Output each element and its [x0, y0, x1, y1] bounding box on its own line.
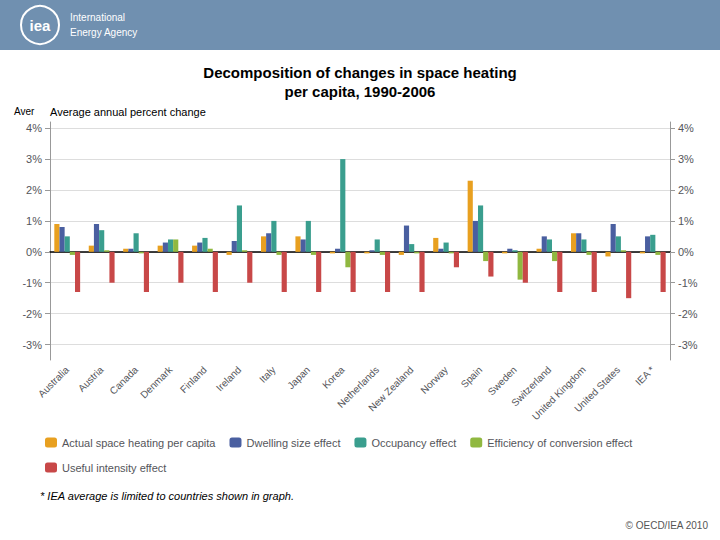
- svg-text:United States: United States: [572, 364, 622, 414]
- svg-text:Dwelling size effect: Dwelling size effect: [246, 437, 340, 449]
- svg-text:-3%: -3%: [22, 339, 42, 351]
- svg-text:Sweden: Sweden: [486, 364, 519, 397]
- svg-text:per capita, 1990-2006: per capita, 1990-2006: [285, 83, 436, 100]
- svg-text:International: International: [70, 12, 125, 23]
- svg-text:Norway: Norway: [418, 364, 450, 396]
- svg-text:3%: 3%: [678, 153, 694, 165]
- svg-text:Italy: Italy: [257, 364, 278, 385]
- svg-text:Japan: Japan: [285, 364, 312, 391]
- svg-text:Ireland: Ireland: [214, 364, 243, 393]
- svg-text:-1%: -1%: [678, 277, 698, 289]
- svg-text:4%: 4%: [678, 122, 694, 134]
- svg-text:-2%: -2%: [22, 308, 42, 320]
- svg-text:2%: 2%: [26, 184, 42, 196]
- svg-text:iea: iea: [30, 17, 52, 34]
- svg-text:-3%: -3%: [678, 339, 698, 351]
- svg-text:0%: 0%: [678, 246, 694, 258]
- svg-text:Austria: Austria: [76, 364, 106, 394]
- svg-text:2%: 2%: [678, 184, 694, 196]
- svg-text:-1%: -1%: [22, 277, 42, 289]
- svg-text:Korea: Korea: [320, 364, 347, 391]
- svg-text:IEA *: IEA *: [633, 364, 657, 388]
- svg-text:Netherlands: Netherlands: [335, 364, 382, 410]
- svg-text:Occupancy effect: Occupancy effect: [371, 437, 456, 449]
- svg-text:Switzerland: Switzerland: [509, 364, 554, 409]
- svg-text:* IEA average is limited to co: * IEA average is limited to countries sh…: [40, 490, 294, 502]
- svg-text:0%: 0%: [26, 246, 42, 258]
- svg-text:Denmark: Denmark: [138, 364, 174, 400]
- svg-text:Average annual percent change: Average annual percent change: [50, 106, 206, 118]
- svg-text:Decomposition of changes in sp: Decomposition of changes in space heatin…: [203, 64, 516, 81]
- svg-text:Efficiency of conversion effec: Efficiency of conversion effect: [487, 437, 632, 449]
- svg-text:Aver: Aver: [14, 106, 35, 117]
- svg-text:4%: 4%: [26, 122, 42, 134]
- svg-text:1%: 1%: [26, 215, 42, 227]
- svg-text:© OECD/IEA 2010: © OECD/IEA 2010: [626, 520, 709, 531]
- svg-text:Actual space heating per capit: Actual space heating per capita: [62, 437, 216, 449]
- svg-text:Useful intensity effect: Useful intensity effect: [62, 462, 166, 474]
- svg-text:3%: 3%: [26, 153, 42, 165]
- svg-text:Finland: Finland: [178, 364, 209, 395]
- svg-text:United Kingdom: United Kingdom: [529, 364, 588, 423]
- svg-text:1%: 1%: [678, 215, 694, 227]
- svg-text:-2%: -2%: [678, 308, 698, 320]
- svg-text:Energy Agency: Energy Agency: [70, 27, 137, 38]
- svg-text:New Zealand: New Zealand: [366, 364, 415, 413]
- svg-text:Australia: Australia: [36, 364, 72, 400]
- svg-text:Canada: Canada: [107, 364, 140, 397]
- svg-text:Spain: Spain: [459, 364, 485, 390]
